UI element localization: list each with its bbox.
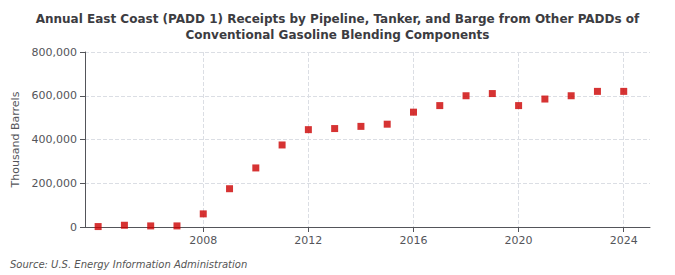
svg-text:800,000: 800,000 [32, 46, 78, 59]
svg-text:Conventional Gasoline Blending: Conventional Gasoline Blending Component… [186, 28, 490, 42]
svg-text:2012: 2012 [294, 234, 322, 247]
svg-text:0: 0 [70, 221, 77, 234]
svg-text:2024: 2024 [610, 234, 638, 247]
svg-text:2008: 2008 [189, 234, 217, 247]
svg-text:Source: U.S. Energy Informatio: Source: U.S. Energy Information Administ… [10, 259, 247, 270]
svg-text:2020: 2020 [505, 234, 533, 247]
svg-text:Thousand Barrels: Thousand Barrels [9, 91, 22, 188]
svg-text:600,000: 600,000 [32, 89, 78, 102]
svg-text:2016: 2016 [399, 234, 427, 247]
svg-text:200,000: 200,000 [32, 177, 78, 190]
svg-text:400,000: 400,000 [32, 133, 78, 146]
svg-text:Annual East Coast (PADD 1) Rec: Annual East Coast (PADD 1) Receipts by P… [36, 12, 640, 26]
